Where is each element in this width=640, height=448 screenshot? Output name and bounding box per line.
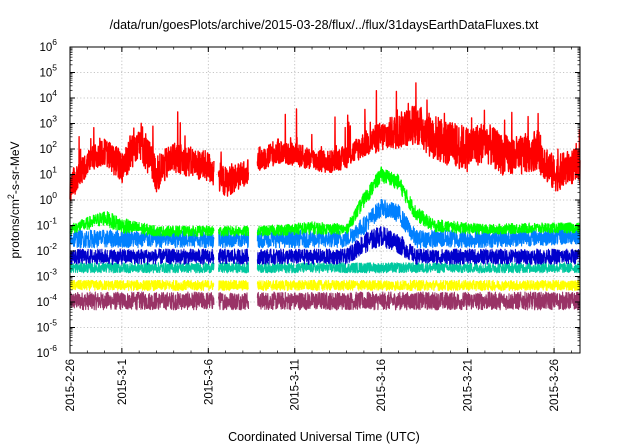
y-tick-label: 103 — [39, 114, 57, 131]
flux-chart: /data/run/goesPlots/archive/2015-03-28/f… — [0, 0, 640, 448]
y-tick-label: 100 — [39, 190, 57, 207]
x-tick-labels: 2015-2-26 2015-3-1 2015-3-6 2015-3-11 2015-3… — [65, 359, 561, 411]
y-tick-label: 105 — [39, 63, 57, 80]
y-tick-label: 10-2 — [37, 241, 58, 258]
series-line-0 — [70, 83, 580, 201]
series-line-4 — [70, 263, 580, 273]
y-tick-label: 101 — [39, 165, 57, 182]
series-line-2 — [70, 199, 580, 247]
y-tick-labels: 10-6 10-5 10-4 10-3 10-2 10-1 100 101 102 103 104 1… — [37, 37, 58, 360]
series-line-6 — [70, 292, 580, 310]
y-axis-label: protons/cm2-s-sr-MeV — [6, 141, 22, 258]
series-layer — [70, 83, 580, 310]
y-tick-label: 10-3 — [37, 267, 58, 284]
y-tick-label: 102 — [39, 139, 57, 156]
x-tick-label: 2015-3-21 — [463, 359, 475, 411]
y-tick-label: 104 — [39, 88, 57, 105]
y-tick-label: 10-6 — [37, 343, 58, 360]
y-tick-label: 10-4 — [37, 292, 58, 309]
x-tick-label: 2015-3-11 — [290, 359, 302, 411]
chart-title: /data/run/goesPlots/archive/2015-03-28/f… — [110, 18, 539, 32]
x-axis-label: Coordinated Universal Time (UTC) — [228, 430, 420, 444]
x-tick-label: 2015-3-26 — [549, 359, 561, 411]
x-tick-label: 2015-3-6 — [203, 359, 215, 405]
y-tick-label: 10-5 — [37, 318, 58, 335]
series-line-5 — [70, 280, 580, 290]
x-tick-label: 2015-3-16 — [376, 359, 388, 411]
x-tick-label: 2015-3-1 — [117, 359, 129, 405]
y-tick-label: 10-1 — [37, 216, 58, 233]
x-tick-label: 2015-2-26 — [65, 359, 77, 411]
y-tick-label: 106 — [39, 37, 57, 54]
